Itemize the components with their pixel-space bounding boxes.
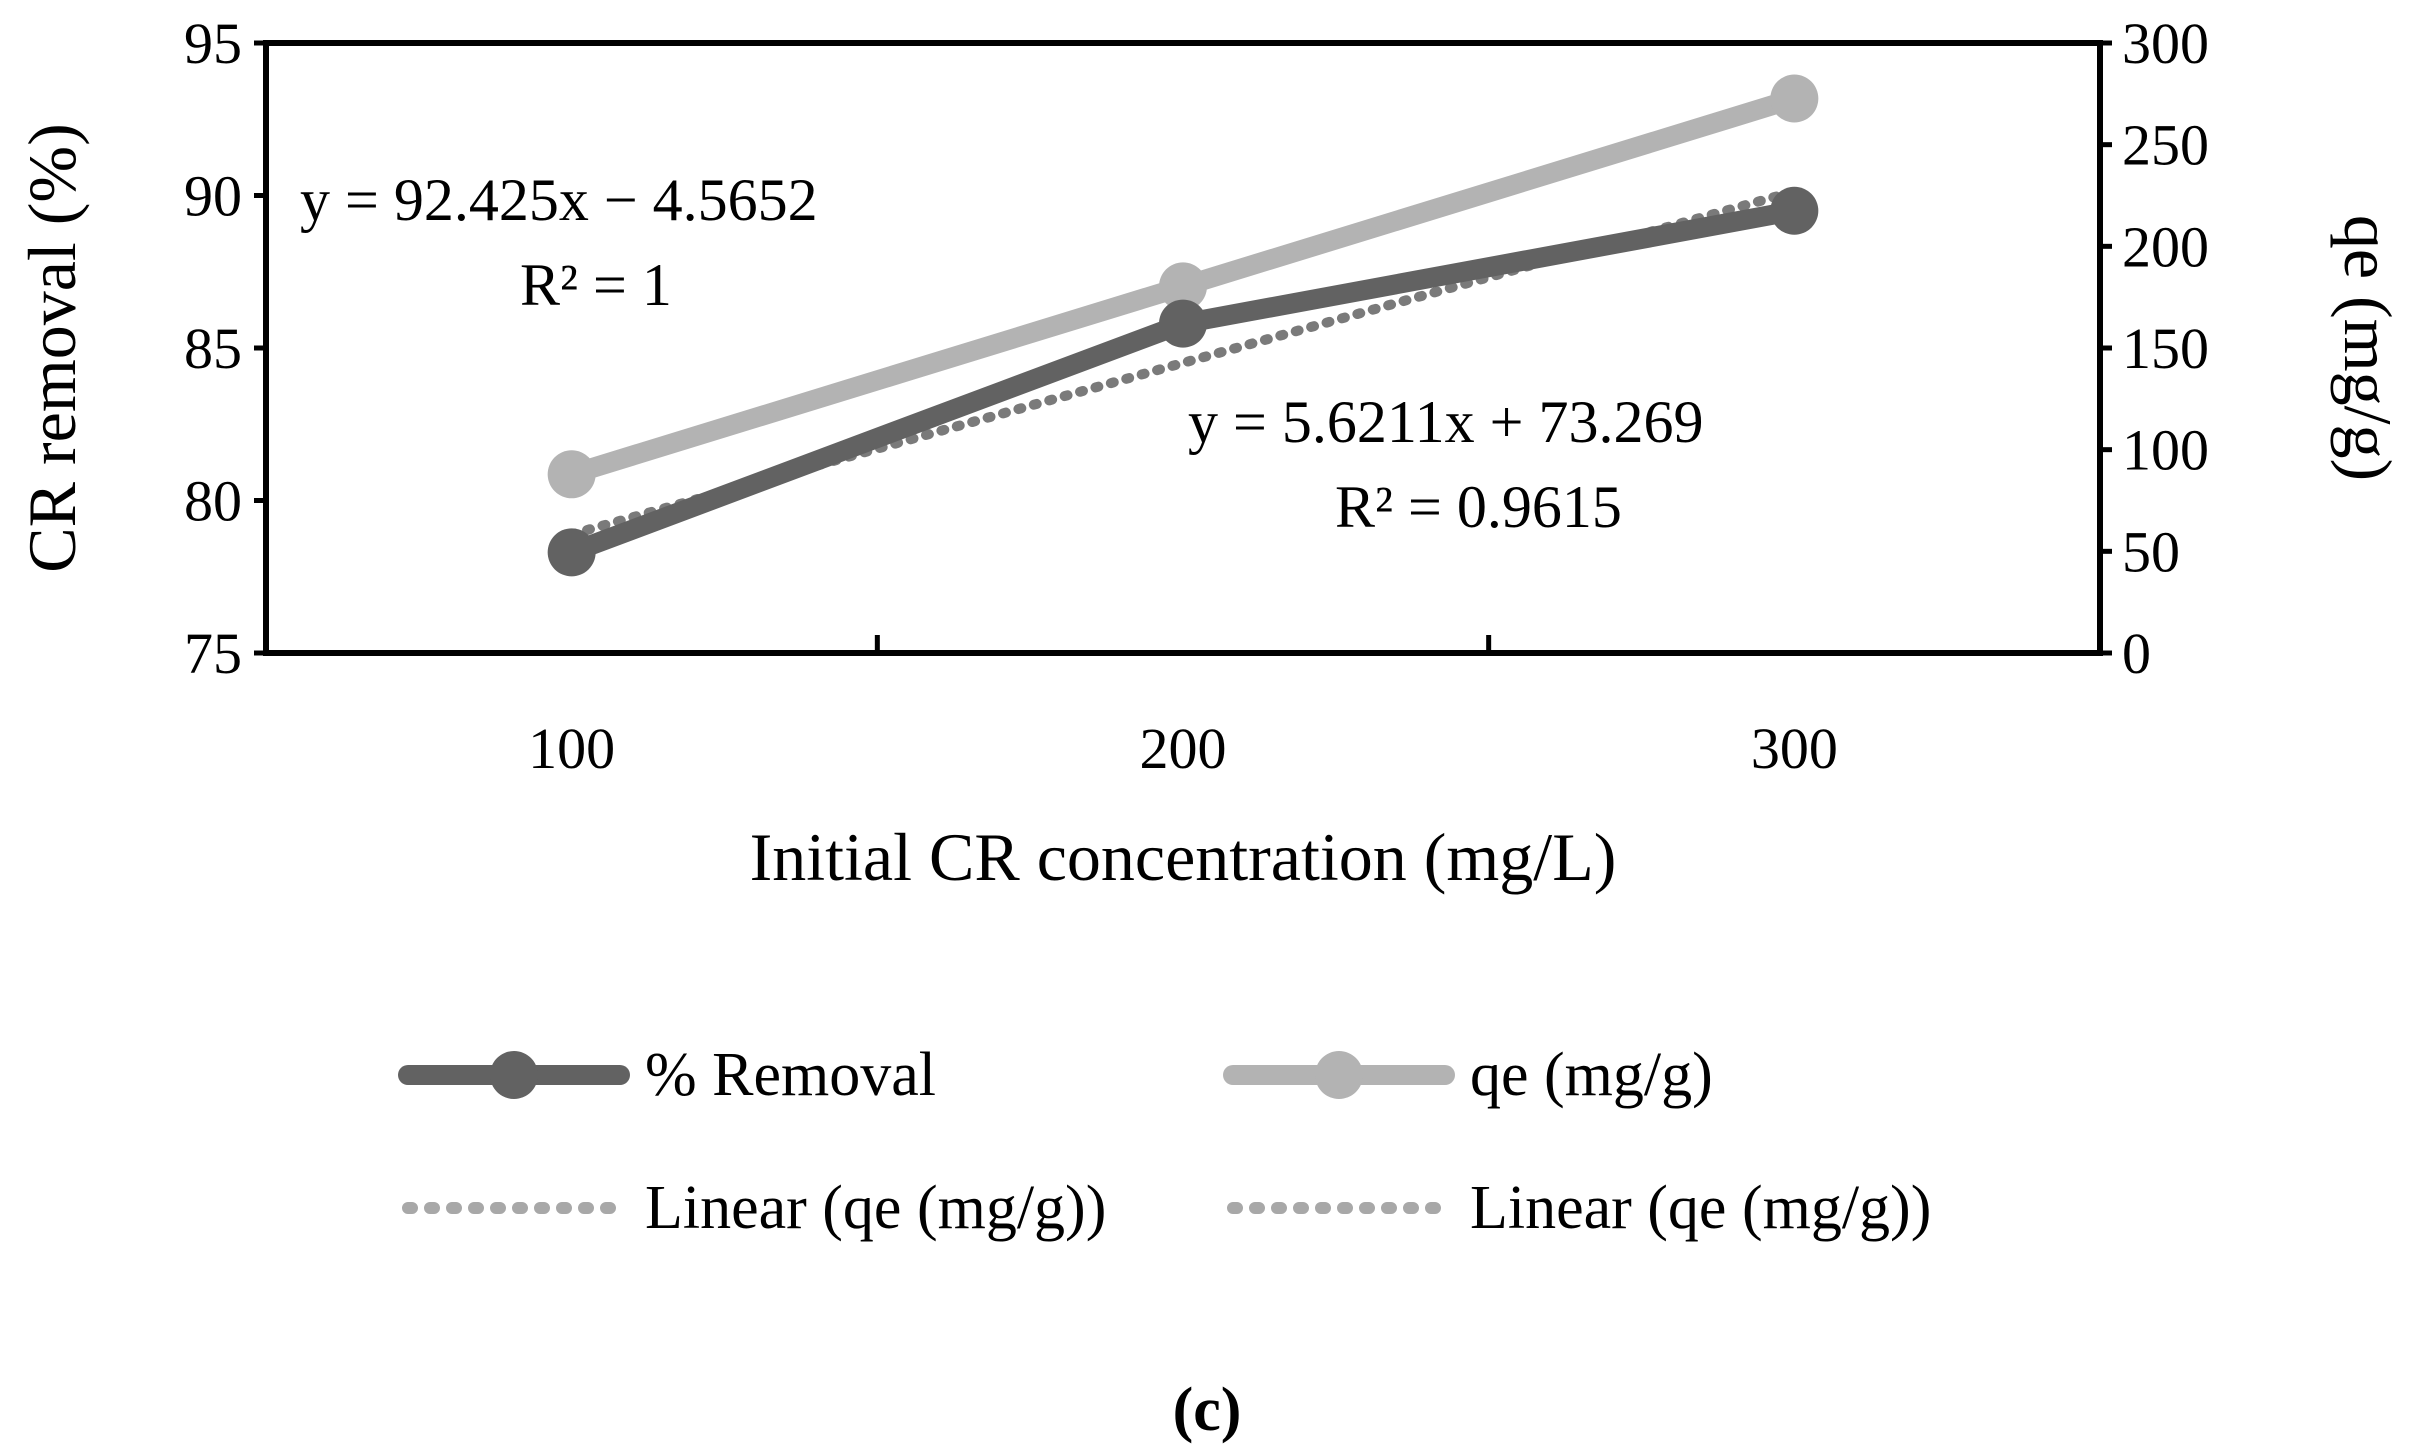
y2-tick-label: 50 — [2122, 519, 2180, 584]
trendline-r2-removal: R² = 0.9615 — [1335, 474, 1622, 540]
x-axis-title: Initial CR concentration (mg/L) — [750, 819, 1617, 895]
legend-label-qe: qe (mg/g) — [1470, 1041, 1713, 1109]
y2-tick-label: 100 — [2122, 418, 2209, 483]
y-tick-label: 80 — [184, 469, 242, 534]
data-point-removal — [547, 528, 596, 577]
x-tick-label: 300 — [1751, 716, 1838, 781]
trendline-equation-removal: y = 5.6211x + 73.269 — [1188, 389, 1703, 455]
y2-tick-label: 200 — [2122, 214, 2209, 279]
legend-marker-qe — [1315, 1051, 1363, 1099]
y2-tick-label: 250 — [2122, 113, 2209, 178]
data-point-qe — [547, 450, 596, 499]
data-point-removal — [1159, 299, 1207, 348]
legend-label-trend-2: Linear (qe (mg/g)) — [1470, 1174, 1931, 1242]
legend: % Removal qe (mg/g) Linear (qe (mg/g)) L… — [398, 1041, 1931, 1242]
legend-label-trend-1: Linear (qe (mg/g)) — [645, 1174, 1106, 1242]
y2-axis-title: qe (mg/g) — [2330, 215, 2406, 481]
trendline-equation-qe: y = 92.425x − 4.5652 — [300, 167, 818, 233]
x-tick-label: 100 — [528, 716, 615, 781]
data-point-qe — [1159, 262, 1207, 311]
y2-tick-label: 150 — [2122, 316, 2209, 381]
y-tick-label: 85 — [184, 316, 242, 381]
x-tick-label: 200 — [1140, 716, 1227, 781]
figure-caption: (c) — [1173, 1376, 1242, 1444]
data-point-qe — [1770, 74, 1819, 123]
y2-tick-label: 300 — [2122, 11, 2209, 76]
data-point-removal — [1770, 186, 1819, 235]
y-tick-label: 95 — [184, 11, 242, 76]
plot-frame — [263, 40, 2103, 656]
y-axis-title: CR removal (%) — [14, 123, 90, 572]
y2-tick-label: 0 — [2122, 621, 2151, 686]
trendline-r2-qe: R² = 1 — [520, 252, 672, 318]
y-tick-label: 90 — [184, 164, 242, 229]
legend-label-removal: % Removal — [645, 1041, 936, 1109]
legend-marker-removal — [490, 1051, 538, 1099]
y-tick-label: 75 — [184, 621, 242, 686]
